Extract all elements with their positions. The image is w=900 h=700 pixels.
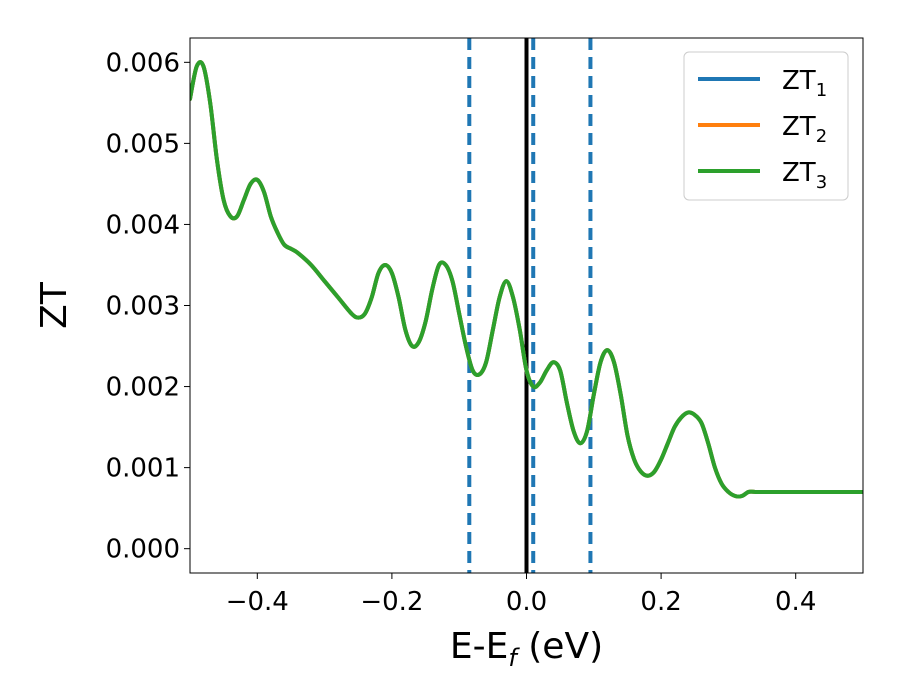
y-tick-label: 0.000: [106, 535, 180, 565]
legend-box: [683, 51, 849, 201]
legend-label-subscript: 3: [816, 172, 827, 193]
x-axis-ticks: −0.4 −0.2 0.0 0.2 0.4: [226, 573, 816, 617]
legend-label-subscript: 1: [816, 80, 827, 101]
series-lines: [190, 60, 863, 499]
x-tick-label: −0.2: [360, 587, 423, 617]
y-tick-label: 0.005: [106, 129, 180, 159]
y-tick-label: 0.006: [106, 48, 180, 78]
vertical-lines: [467, 38, 593, 573]
y-tick-label: 0.001: [106, 454, 180, 484]
legend-label-zt1: ZT1: [782, 66, 827, 101]
x-axis-label-unit: (eV): [517, 626, 603, 667]
x-tick-label: 0.0: [506, 587, 547, 617]
y-axis-label: ZT: [34, 281, 75, 329]
y-tick-label: 0.002: [106, 373, 180, 403]
legend-label-main: ZT: [782, 66, 816, 96]
legend-label-zt3: ZT3: [782, 158, 827, 193]
legend-label-main: ZT: [782, 112, 816, 142]
legend-label-main: ZT: [782, 158, 816, 188]
x-axis-label: E-Ef (eV): [450, 626, 603, 672]
series-line-zt3: [190, 60, 863, 499]
x-tick-label: 0.2: [640, 587, 681, 617]
legend-label-zt2: ZT2: [782, 112, 827, 147]
x-tick-label: 0.4: [775, 587, 816, 617]
y-tick-label: 0.003: [106, 292, 180, 322]
x-axis-label-main: E-E: [450, 626, 508, 667]
legend-label-subscript: 2: [816, 126, 827, 147]
y-tick-label: 0.004: [106, 210, 180, 240]
x-tick-label: −0.4: [226, 587, 289, 617]
y-axis-ticks: 0.000 0.001 0.002 0.003 0.004 0.005 0.006: [106, 48, 190, 565]
